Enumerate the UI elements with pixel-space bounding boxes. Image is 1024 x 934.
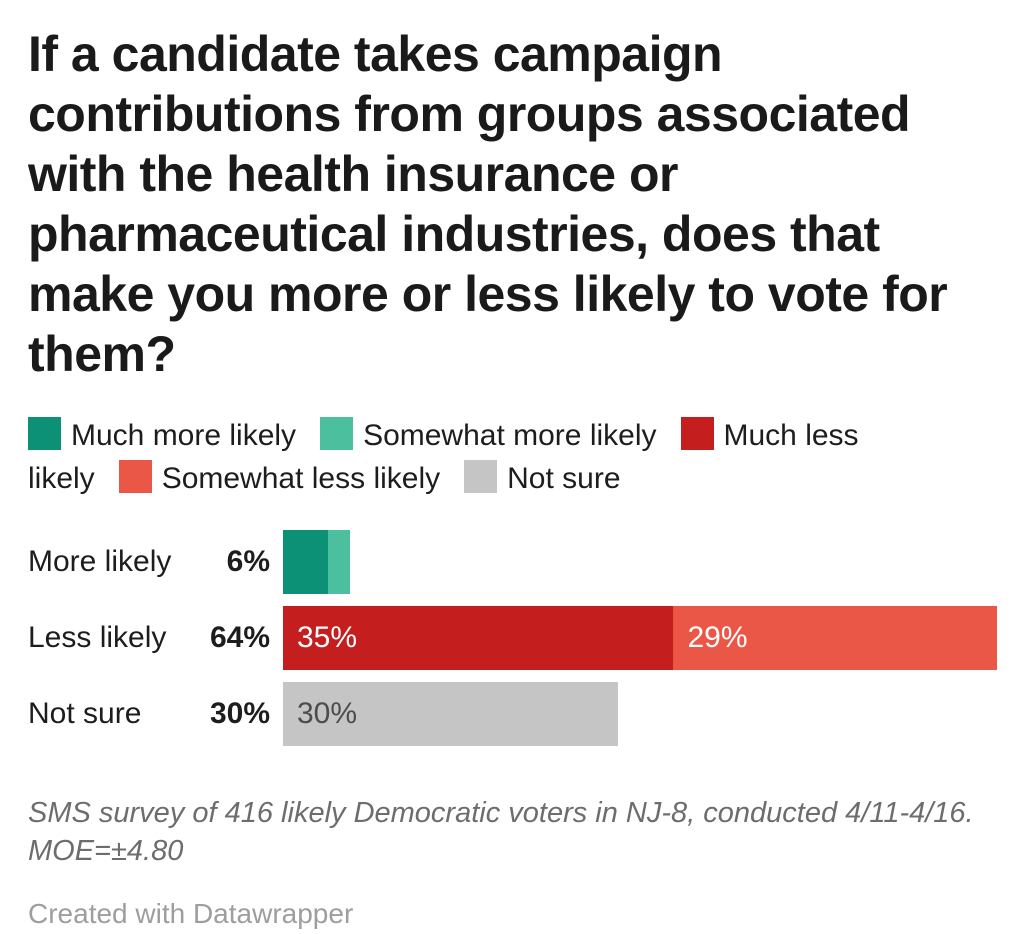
chart-footer: SMS survey of 416 likely Democratic vote…	[28, 794, 997, 930]
row-label: Less likely	[28, 621, 167, 654]
legend-item: Much more likely	[28, 417, 297, 452]
row-label: More likely	[28, 545, 172, 578]
chart-row: Less likely 64% 35% 29%	[28, 606, 997, 670]
chart-row: More likely 6%	[28, 530, 997, 594]
bar-segment: 29%	[673, 606, 997, 670]
bar: 35% 29%	[283, 606, 997, 670]
bar-segment: 30%	[283, 682, 618, 746]
chart-legend: Much more likely Somewhat more likely Much…	[28, 414, 893, 500]
legend-item: Somewhat more likely	[320, 417, 657, 452]
bar-segment	[327, 530, 350, 594]
bar-segment	[283, 530, 328, 594]
legend-item: Somewhat less likely	[118, 460, 441, 495]
legend-label: Much less likely	[28, 419, 859, 495]
legend-label: Much more likely	[71, 419, 297, 452]
plot-area: More likely 6% Less likely 64% 35% 29% Not sur…	[28, 530, 997, 746]
segment-label: 35%	[297, 621, 358, 654]
datawrapper-credit-link[interactable]: Created with Datawrapper	[28, 898, 354, 929]
row-total: 64%	[209, 621, 270, 654]
bar	[283, 530, 997, 594]
legend-swatch	[464, 460, 498, 493]
legend-item: Not sure	[464, 460, 621, 495]
row-total: 30%	[209, 697, 270, 730]
bar-segment: 35%	[283, 606, 674, 670]
source-note: SMS survey of 416 likely Democratic vote…	[28, 797, 974, 867]
row-total: 6%	[226, 545, 270, 578]
legend-swatch	[118, 460, 152, 493]
chart-row: Not sure 30% 30%	[28, 682, 997, 746]
chart-title: If a candidate takes campaign contributi…	[28, 26, 948, 382]
segment-label: 29%	[687, 621, 748, 654]
legend-label: Somewhat more likely	[363, 419, 657, 452]
row-label: Not sure	[28, 697, 142, 730]
legend-item: Much less likely	[28, 417, 859, 495]
legend-label: Somewhat less likely	[161, 462, 441, 495]
bar: 30%	[283, 682, 997, 746]
legend-swatch	[28, 417, 61, 450]
legend-label: Not sure	[507, 462, 621, 495]
legend-swatch	[320, 417, 354, 450]
legend-swatch	[680, 417, 714, 450]
segment-label: 30%	[297, 697, 358, 730]
